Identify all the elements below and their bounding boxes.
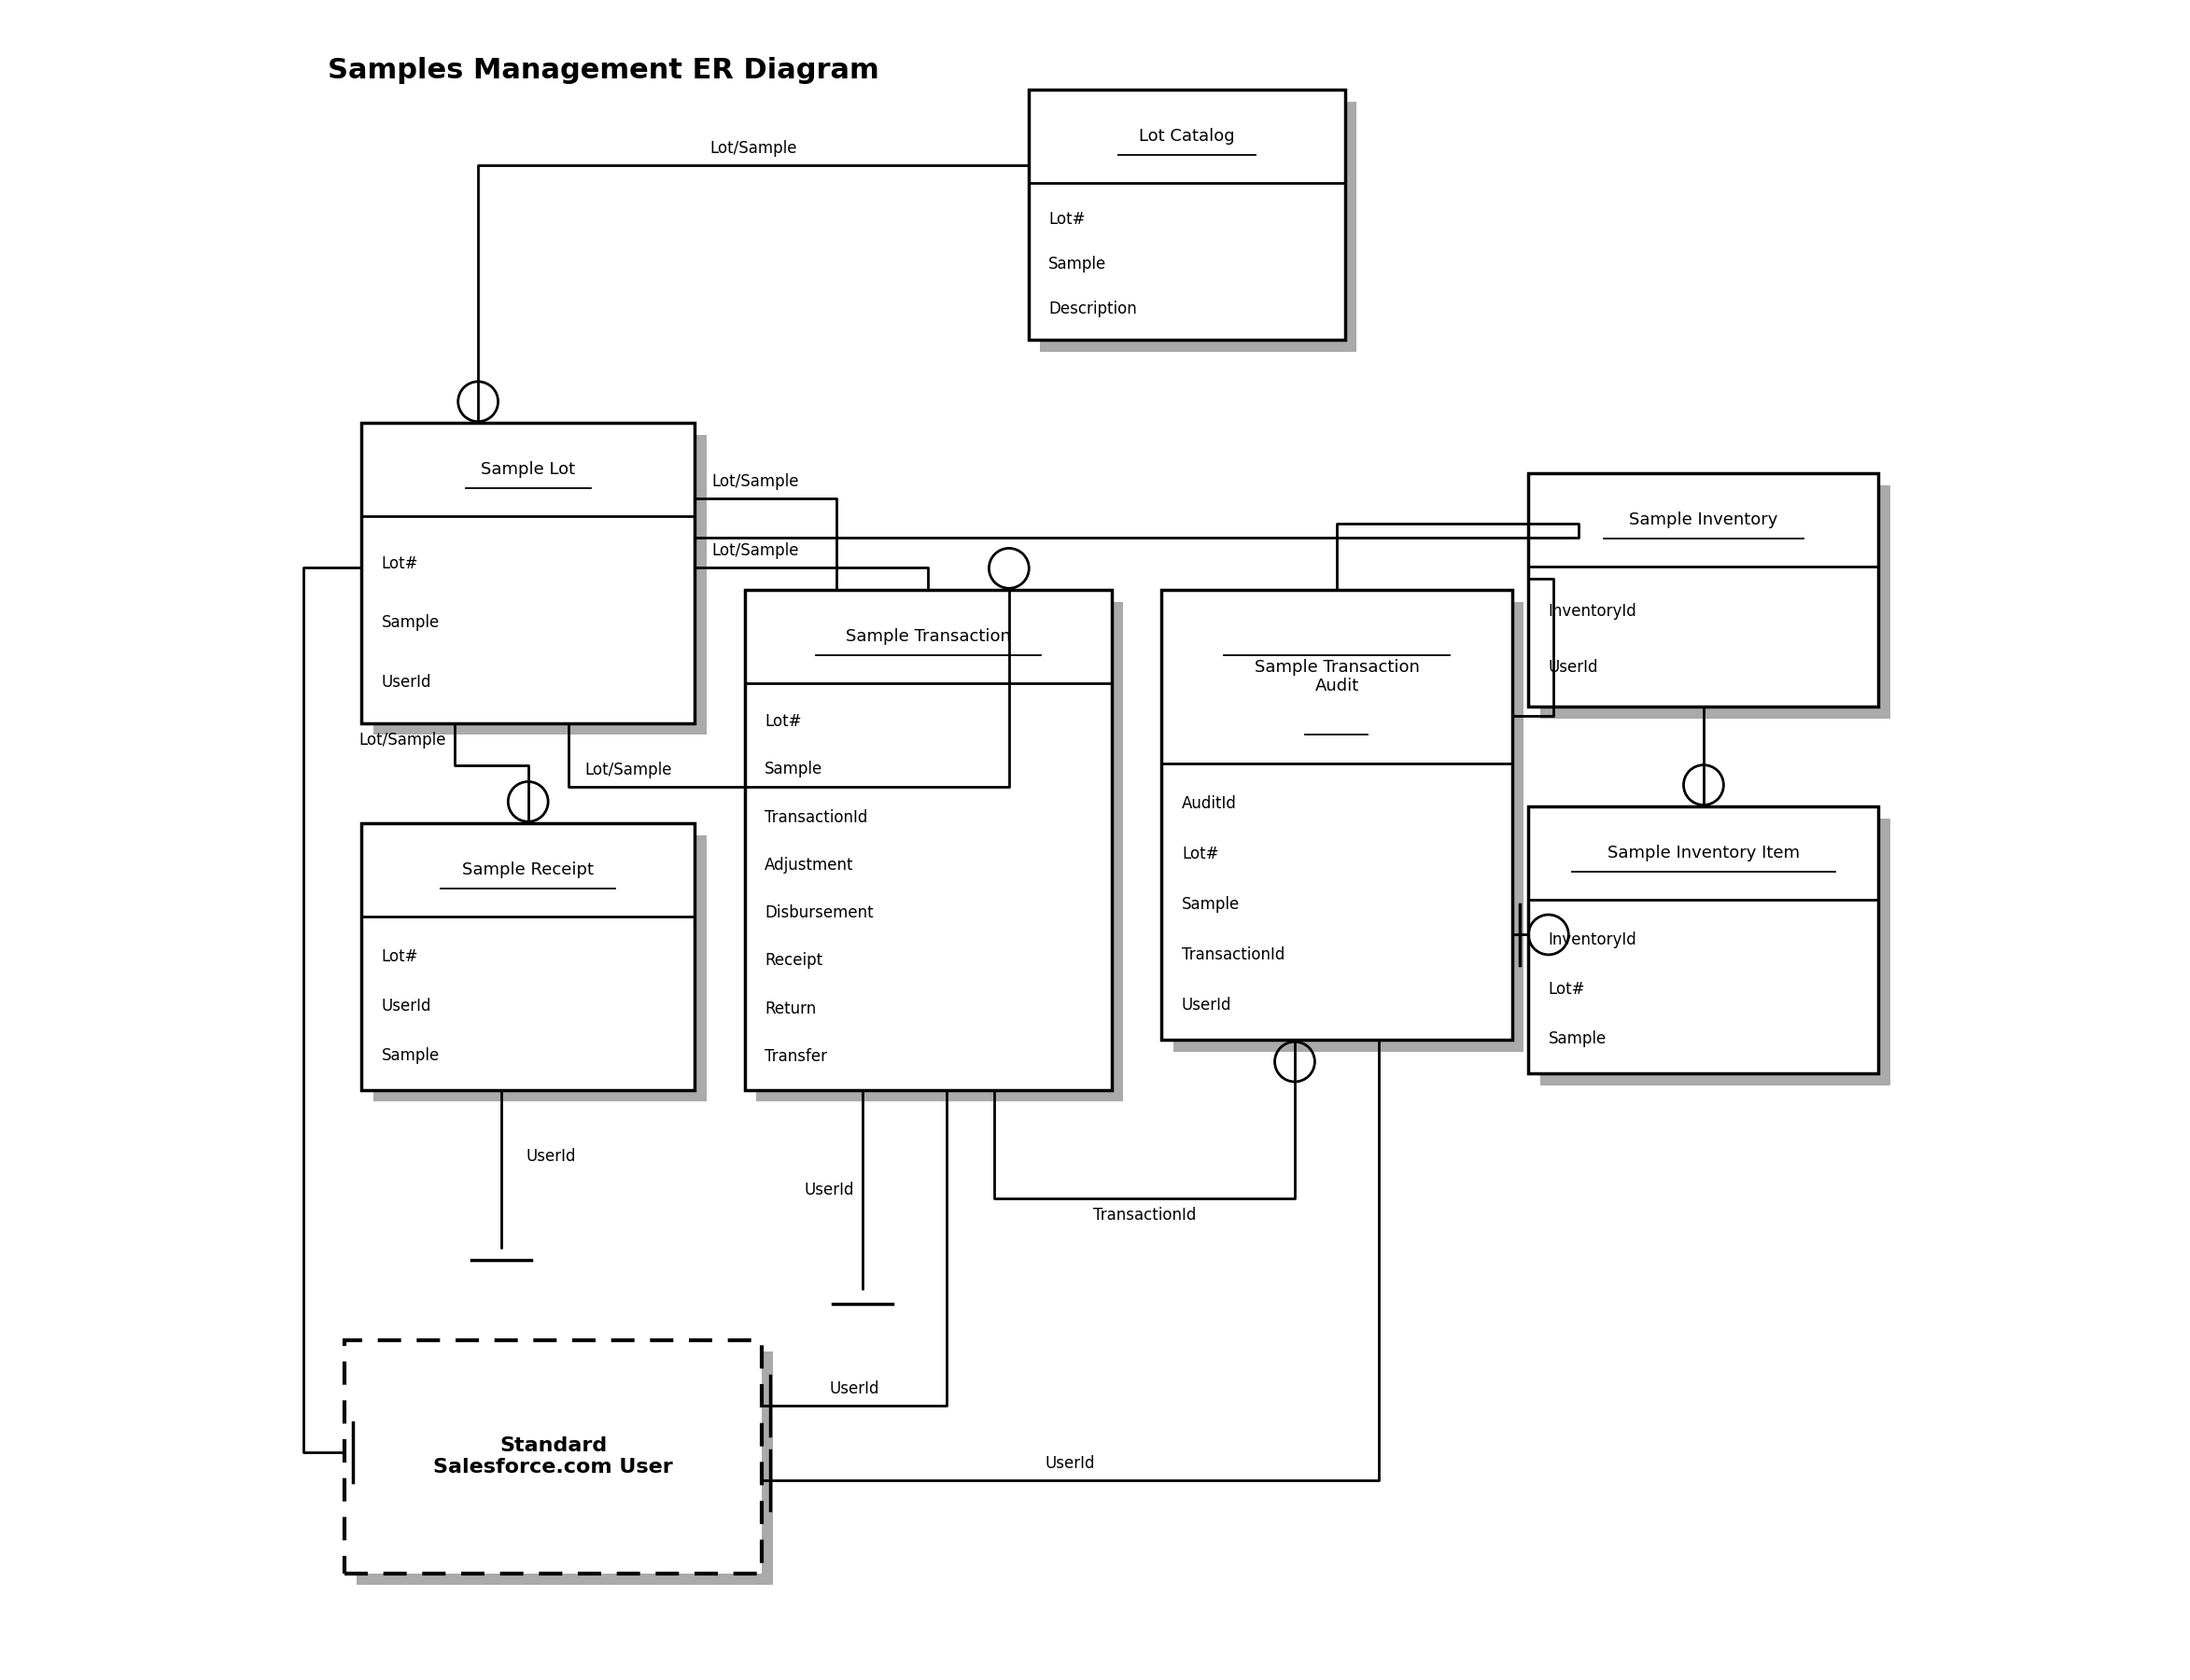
Text: Lot/Sample: Lot/Sample [712, 474, 799, 491]
Text: Receipt: Receipt [764, 953, 823, 969]
Bar [1029, 89, 1345, 339]
Text: UserId: UserId [804, 1181, 854, 1198]
Text: Sample: Sample [381, 1047, 440, 1063]
Bar [1529, 806, 1879, 1074]
Text: Lot#: Lot# [1548, 981, 1586, 998]
Bar [372, 435, 707, 734]
Text: InventoryId: InventoryId [1548, 603, 1636, 620]
Text: Sample: Sample [1049, 255, 1106, 272]
Text: Lot#: Lot# [1183, 845, 1218, 862]
Text: Disbursement: Disbursement [764, 904, 874, 921]
Bar [361, 823, 694, 1090]
Text: Adjustment: Adjustment [764, 857, 854, 874]
Bar [1040, 101, 1358, 351]
Text: Lot#: Lot# [1049, 210, 1086, 227]
Bar [1174, 601, 1524, 1052]
Text: Sample: Sample [1548, 1030, 1607, 1047]
Text: Sample Inventory: Sample Inventory [1629, 511, 1778, 528]
Text: Standard
Salesforce.com User: Standard Salesforce.com User [434, 1436, 672, 1477]
Text: Description: Description [1049, 301, 1137, 318]
Text: Sample Receipt: Sample Receipt [462, 862, 593, 879]
Text: Sample Inventory Item: Sample Inventory Item [1607, 845, 1800, 862]
Bar [372, 835, 707, 1102]
Bar [1529, 474, 1879, 707]
Text: UserId: UserId [381, 998, 431, 1015]
Bar [1540, 818, 1890, 1085]
Text: Lot/Sample: Lot/Sample [712, 543, 799, 559]
Text: Lot/Sample: Lot/Sample [710, 139, 797, 156]
Text: AuditId: AuditId [1183, 795, 1237, 811]
Text: Sample Lot: Sample Lot [482, 462, 576, 479]
Text: Lot Catalog: Lot Catalog [1139, 128, 1235, 144]
Text: UserId: UserId [830, 1381, 878, 1398]
Bar [361, 423, 694, 724]
Bar [756, 601, 1123, 1102]
Text: Sample: Sample [764, 761, 823, 778]
Text: UserId: UserId [526, 1149, 576, 1166]
Text: Return: Return [764, 1000, 817, 1016]
Bar [1540, 486, 1890, 719]
Bar [1161, 590, 1511, 1040]
Text: Lot/Sample: Lot/Sample [359, 731, 447, 748]
Text: InventoryId: InventoryId [1548, 931, 1636, 948]
Text: Lot#: Lot# [764, 714, 802, 731]
Text: UserId: UserId [1045, 1455, 1095, 1472]
Bar [745, 590, 1113, 1090]
Bar [344, 1341, 762, 1574]
Text: UserId: UserId [1548, 659, 1599, 675]
Text: TransactionId: TransactionId [764, 808, 867, 825]
Text: Sample: Sample [1183, 895, 1240, 912]
Text: Lot/Sample: Lot/Sample [585, 761, 672, 778]
Text: UserId: UserId [1183, 996, 1231, 1013]
Text: TransactionId: TransactionId [1093, 1206, 1196, 1223]
Text: Sample: Sample [381, 615, 440, 632]
Text: Lot#: Lot# [381, 556, 418, 573]
Text: Lot#: Lot# [381, 948, 418, 964]
Text: Sample Transaction
Audit: Sample Transaction Audit [1255, 659, 1419, 696]
Text: TransactionId: TransactionId [1183, 946, 1286, 963]
Bar [357, 1352, 773, 1586]
Text: UserId: UserId [381, 674, 431, 690]
Text: Samples Management ER Diagram: Samples Management ER Diagram [328, 57, 880, 84]
Text: Sample Transaction: Sample Transaction [845, 628, 1012, 645]
Text: Transfer: Transfer [764, 1048, 828, 1065]
